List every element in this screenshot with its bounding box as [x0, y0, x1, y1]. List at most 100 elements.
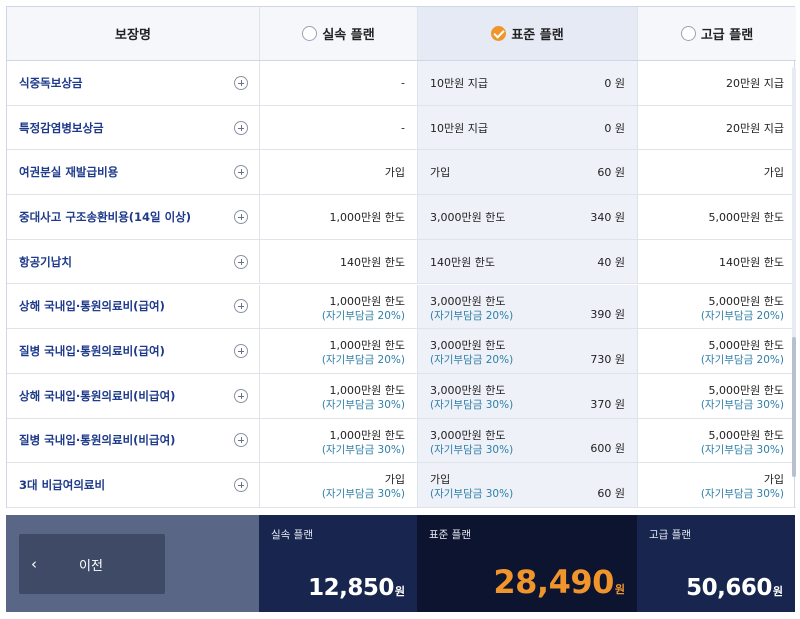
price-unit: 원 — [394, 585, 405, 598]
coverage-amount: 140만원 한도 — [719, 255, 784, 269]
basic-cell: 1,000만원 한도 (자기부담금 30%) — [260, 418, 418, 463]
copay-note: (자기부담금 30%) — [700, 443, 784, 456]
copay-note: (자기부담금 30%) — [430, 443, 514, 456]
basic-cell: 1,000만원 한도 — [260, 195, 418, 239]
coverage-name-cell[interactable]: 항공기납치 — [7, 239, 260, 284]
table-row: 상해 국내입·통원의료비(비급여) 1,000만원 한도 (자기부담금 30%)… — [7, 373, 796, 419]
table-row: 상해 국내입·통원의료비(급여) 1,000만원 한도 (자기부담금 20%) … — [7, 284, 796, 330]
basic-cell: 140만원 한도 — [260, 239, 418, 284]
summary-premium[interactable]: 고급 플랜 50,660원 — [637, 515, 795, 612]
premium-value: 340 원 — [590, 210, 625, 224]
price-unit: 원 — [772, 585, 783, 598]
coverage-amount: 5,000만원 한도 — [708, 294, 784, 308]
copay-note: (자기부담금 30%) — [430, 488, 514, 501]
standard-cell: 3,000만원 한도 (자기부담금 30%) 370 원 — [418, 373, 638, 418]
coverage-amount: 3,000만원 한도 — [430, 339, 506, 353]
coverage-name[interactable]: 3대 비급여의료비 — [19, 478, 106, 493]
price-amount: 28,490 — [493, 563, 614, 601]
scrollbar-thumb[interactable] — [792, 337, 796, 477]
coverage-amount: 3,000만원 한도 — [430, 210, 506, 224]
table-row: 특정감염병보상금 - 10만원 지급 0 원 20만원 지급 — [7, 105, 796, 151]
plus-circle-icon[interactable] — [234, 75, 248, 90]
plus-circle-icon[interactable] — [234, 209, 248, 224]
coverage-amount: 5,000만원 한도 — [708, 383, 784, 397]
copay-note: (자기부담금 20%) — [700, 354, 784, 367]
coverage-amount: - — [401, 121, 405, 135]
coverage-name[interactable]: 질병 국내입·통원의료비(비급여) — [19, 433, 176, 448]
summary-basic[interactable]: 실속 플랜 12,850원 — [259, 515, 417, 612]
plan-header-premium[interactable]: 고급 플랜 — [638, 7, 796, 60]
basic-cell: - — [260, 61, 418, 105]
coverage-name[interactable]: 중대사고 구조송환비용(14일 이상) — [19, 209, 192, 224]
coverage-amount: 5,000만원 한도 — [708, 339, 784, 353]
prev-area: ‹ 이전 — [6, 515, 259, 612]
price-amount: 12,850 — [308, 575, 394, 601]
coverage-name-cell[interactable]: 중대사고 구조송환비용(14일 이상) — [7, 195, 260, 239]
copay-note: (자기부담금 20%) — [700, 309, 784, 322]
premium-value: 600 원 — [590, 442, 625, 456]
prev-button[interactable]: ‹ 이전 — [19, 534, 165, 594]
plan-radio-premium[interactable]: 고급 플랜 — [638, 7, 796, 60]
premium-cell: 5,000만원 한도 (자기부담금 30%) — [638, 374, 796, 418]
coverage-comparison-table: 보장명 실속 플랜 표준 플랜 고급 플랜 식중독보상금 - — [6, 6, 796, 508]
coverage-name-cell[interactable]: 식중독보상금 — [7, 61, 260, 105]
coverage-name-cell[interactable]: 상해 국내입·통원의료비(급여) — [7, 284, 260, 329]
coverage-name-cell[interactable]: 질병 국내입·통원의료비(비급여) — [7, 418, 260, 463]
plus-circle-icon[interactable] — [234, 344, 248, 359]
standard-cell: 3,000만원 한도 (자기부담금 20%) 390 원 — [418, 284, 638, 329]
coverage-name-cell[interactable]: 3대 비급여의료비 — [7, 463, 260, 507]
coverage-amount: 5,000만원 한도 — [708, 428, 784, 442]
coverage-amount: 3,000만원 한도 — [430, 428, 506, 442]
basic-cell: 1,000만원 한도 (자기부담금 30%) — [260, 373, 418, 418]
plan-radio-basic[interactable]: 실속 플랜 — [260, 7, 417, 60]
plus-circle-icon[interactable] — [234, 120, 248, 135]
plan-header-basic[interactable]: 실속 플랜 — [260, 7, 418, 60]
plus-circle-icon[interactable] — [234, 433, 248, 448]
copay-note: (자기부담금 30%) — [430, 398, 514, 411]
copay-note: (자기부담금 20%) — [321, 309, 405, 322]
basic-cell: 가입 (자기부담금 30%) — [260, 463, 418, 507]
coverage-name-cell[interactable]: 특정감염병보상금 — [7, 105, 260, 150]
plan-radio-standard[interactable]: 표준 플랜 — [418, 7, 637, 60]
coverage-name[interactable]: 특정감염병보상금 — [19, 120, 104, 135]
coverage-name[interactable]: 식중독보상금 — [19, 75, 83, 90]
summary-price: 28,490원 — [493, 563, 625, 601]
summary-price: 50,660원 — [686, 575, 783, 601]
coverage-amount: 5,000만원 한도 — [708, 210, 784, 224]
coverage-name-cell[interactable]: 질병 국내입·통원의료비(급여) — [7, 329, 260, 373]
standard-cell: 10만원 지급 0 원 — [418, 105, 638, 150]
copay-note: (자기부담금 30%) — [700, 398, 784, 411]
coverage-name[interactable]: 여권분실 재발급비용 — [19, 165, 119, 180]
basic-cell: 가입 — [260, 150, 418, 195]
coverage-amount: 가입 — [430, 473, 451, 487]
radio-icon — [302, 26, 318, 41]
check-circle-icon — [491, 26, 507, 41]
coverage-amount: 1,000만원 한도 — [329, 428, 405, 442]
premium-cell: 가입 (자기부담금 30%) — [638, 463, 796, 507]
plus-circle-icon[interactable] — [234, 478, 248, 493]
coverage-amount: 가입 — [384, 473, 405, 487]
coverage-name[interactable]: 상해 국내입·통원의료비(급여) — [19, 299, 165, 314]
coverage-name[interactable]: 질병 국내입·통원의료비(급여) — [19, 344, 165, 359]
scrollbar[interactable] — [792, 67, 796, 477]
coverage-name-cell[interactable]: 여권분실 재발급비용 — [7, 150, 260, 195]
summary-standard[interactable]: 표준 플랜 28,490원 — [417, 515, 637, 612]
coverage-amount: 140만원 한도 — [340, 255, 405, 269]
premium-cell: 140만원 한도 — [638, 240, 796, 284]
chevron-left-icon: ‹ — [31, 555, 37, 573]
plus-circle-icon[interactable] — [234, 299, 248, 314]
plus-circle-icon[interactable] — [234, 388, 248, 403]
premium-value: 0 원 — [604, 76, 625, 90]
premium-value: 40 원 — [597, 255, 625, 269]
premium-cell: 가입 — [638, 150, 796, 194]
coverage-amount: 3,000만원 한도 — [430, 294, 506, 308]
plan-header-standard[interactable]: 표준 플랜 — [418, 7, 638, 60]
plus-circle-icon[interactable] — [234, 165, 248, 180]
coverage-name[interactable]: 상해 국내입·통원의료비(비급여) — [19, 388, 176, 403]
plus-circle-icon[interactable] — [234, 254, 248, 269]
premium-value: 0 원 — [604, 121, 625, 135]
coverage-name[interactable]: 항공기납치 — [19, 254, 72, 269]
standard-cell: 3,000만원 한도 (자기부담금 30%) 600 원 — [418, 418, 638, 463]
premium-value: 60 원 — [597, 486, 625, 500]
coverage-name-cell[interactable]: 상해 국내입·통원의료비(비급여) — [7, 373, 260, 418]
